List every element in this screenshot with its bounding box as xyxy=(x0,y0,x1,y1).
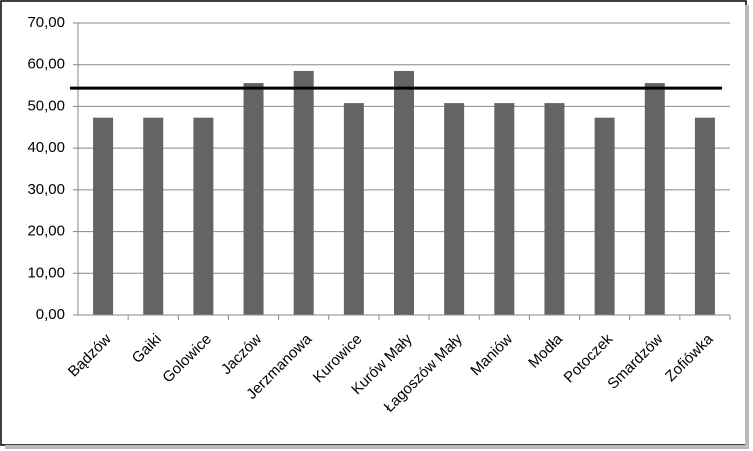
bar xyxy=(243,83,264,315)
bar xyxy=(594,117,615,315)
y-tick-label: 70,00 xyxy=(27,14,65,31)
bar xyxy=(143,117,164,315)
bar xyxy=(494,103,515,315)
y-tick-label: 40,00 xyxy=(27,139,65,156)
y-tick-label: 0,00 xyxy=(36,306,65,323)
y-tick-label: 10,00 xyxy=(27,264,65,281)
bar xyxy=(93,117,114,315)
bar xyxy=(444,103,465,315)
bar xyxy=(193,117,214,315)
y-tick-label: 20,00 xyxy=(27,223,65,240)
bar xyxy=(394,70,414,315)
y-tick-label: 50,00 xyxy=(27,97,65,114)
bar xyxy=(544,103,565,315)
y-tick-label: 30,00 xyxy=(27,181,65,198)
bar xyxy=(644,83,665,315)
bar xyxy=(343,103,364,315)
bar xyxy=(293,70,314,315)
bar xyxy=(694,117,715,315)
y-tick-label: 60,00 xyxy=(27,56,65,73)
